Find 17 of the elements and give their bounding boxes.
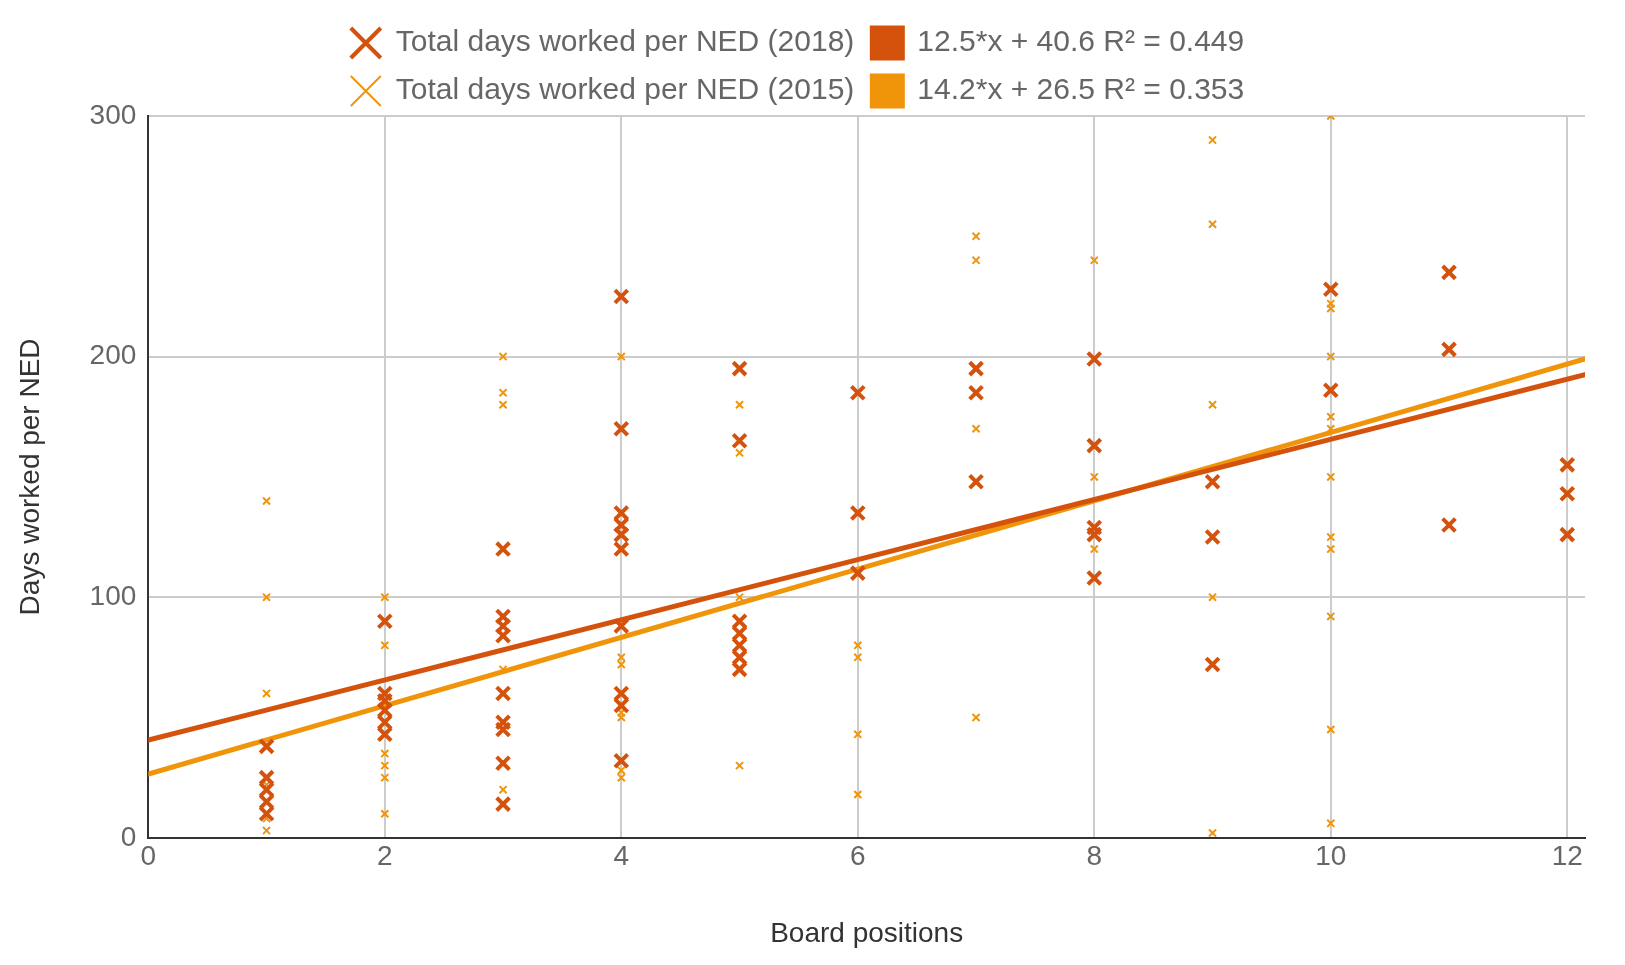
x-tick-label: 10 bbox=[1315, 840, 1347, 872]
legend-label: 12.5*x + 40.6 R² = 0.449 bbox=[917, 24, 1245, 58]
legend-label: Total days worked per NED (2015) bbox=[395, 72, 855, 106]
y-axis-title: Days worked per NED bbox=[13, 338, 45, 616]
x-tick-label: 2 bbox=[377, 840, 393, 872]
legend-label: 14.2*x + 26.5 R² = 0.353 bbox=[917, 72, 1245, 106]
x-tick-label: 12 bbox=[1551, 840, 1583, 872]
x-tick-label: 0 bbox=[140, 840, 157, 872]
y-tick-label: 100 bbox=[89, 579, 137, 611]
y-tick-label: 300 bbox=[89, 98, 137, 130]
y-tick-label: 200 bbox=[89, 339, 137, 371]
y-tick-label: 0 bbox=[120, 820, 137, 852]
x-tick-label: 4 bbox=[613, 840, 630, 872]
x-tick-label: 6 bbox=[850, 840, 866, 872]
x-tick-label: 8 bbox=[1086, 840, 1103, 872]
x-axis-title: Board positions bbox=[770, 916, 964, 948]
legend-label: Total days worked per NED (2018) bbox=[395, 24, 855, 58]
